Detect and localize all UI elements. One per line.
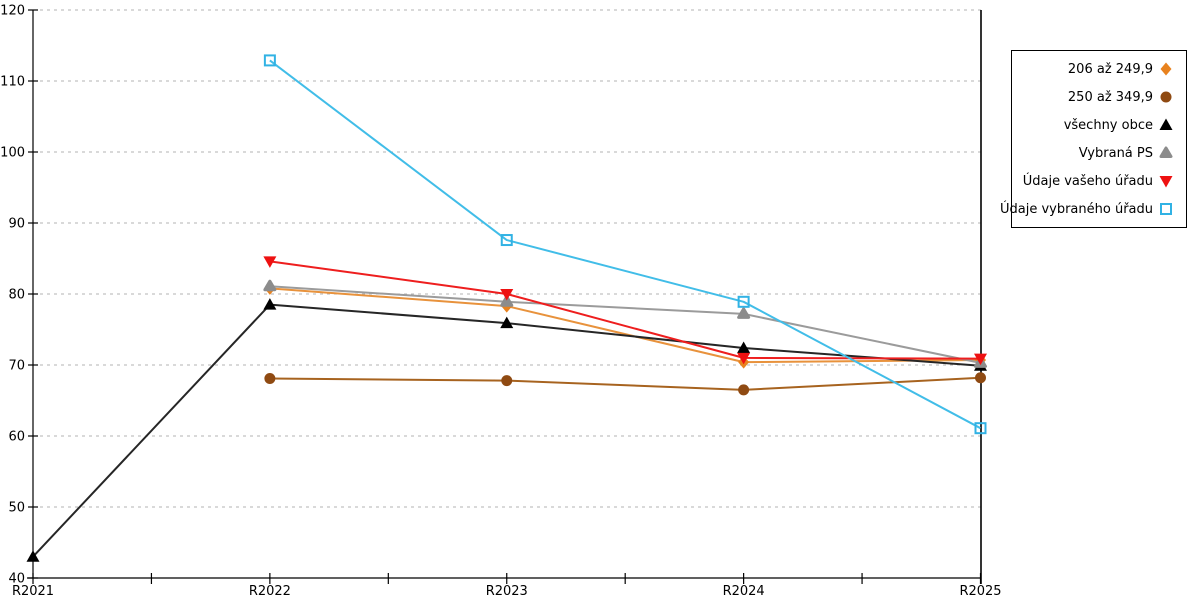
marker-open-square	[1160, 203, 1172, 215]
legend-item: 250 až 349,9	[1012, 83, 1186, 111]
series-line	[269, 285, 981, 364]
y-tick-label: 80	[8, 288, 25, 303]
triangle-up-rounded-legend-icon	[1159, 146, 1173, 158]
x-tick-label: R2021	[12, 584, 54, 599]
legend-label: Údaje vybraného úřadu	[999, 201, 1153, 217]
triangle-down-legend-icon	[1159, 176, 1173, 188]
y-tick-label: 50	[8, 501, 25, 516]
y-tick-label: 60	[8, 430, 25, 445]
marker-circle	[975, 372, 986, 384]
series-line	[269, 59, 981, 430]
y-tick-label: 90	[8, 217, 25, 232]
x-tick-label: R2024	[723, 584, 765, 599]
y-tick-label: 110	[0, 75, 25, 90]
y-tick-label: 100	[0, 146, 25, 161]
x-tick-label: R2023	[486, 584, 528, 599]
diamond-legend-icon	[1160, 62, 1172, 76]
marker-circle	[1160, 91, 1172, 103]
marker-rounded-triangle	[500, 295, 514, 307]
x-tick-label: R2025	[959, 584, 1001, 599]
marker-triangle-down	[263, 256, 277, 268]
marker-rounded-triangle	[1159, 146, 1173, 158]
marker-diamond	[1160, 62, 1172, 76]
x-tick-label: R2022	[249, 584, 291, 599]
marker-triangle-up	[500, 316, 514, 329]
legend-item: Údaje vybraného úřadu	[1000, 195, 1186, 223]
y-tick-label: 40	[8, 572, 25, 587]
marker-triangle-down	[974, 353, 987, 366]
series-line	[32, 303, 981, 558]
series-line	[269, 287, 981, 364]
marker-open-square	[974, 422, 987, 435]
marker-open-square	[263, 54, 276, 67]
legend-label: 250 až 349,9	[1067, 89, 1153, 105]
marker-triangle-up	[26, 550, 40, 562]
legend-item: 206 až 249,9	[1012, 55, 1186, 83]
circle-legend-icon	[1160, 91, 1172, 103]
legend-label: Vybraná PS	[1078, 145, 1153, 161]
marker-circle	[264, 372, 276, 384]
y-tick-label: 70	[8, 359, 25, 374]
square-open-legend-icon	[1160, 203, 1172, 215]
legend-item: Vybraná PS	[1012, 139, 1186, 167]
marker-triangle-down	[737, 352, 751, 365]
series-line	[269, 376, 981, 391]
marker-triangle-up	[1159, 118, 1173, 130]
series-line	[269, 260, 981, 360]
legend-item: všechny obce	[1012, 111, 1186, 139]
marker-circle	[501, 375, 513, 387]
triangle-up-legend-icon	[1159, 118, 1173, 130]
marker-triangle-up	[263, 298, 277, 310]
y-tick-label: 120	[0, 4, 25, 19]
legend-item: Údaje vašeho úřadu	[1012, 167, 1186, 195]
legend-label: všechny obce	[1063, 117, 1153, 133]
marker-open-square	[500, 234, 513, 247]
legend-label: 206 až 249,9	[1067, 61, 1153, 77]
marker-triangle-up	[737, 341, 751, 353]
marker-open-square	[737, 295, 750, 308]
marker-triangle-down	[1159, 176, 1173, 188]
marker-triangle-down	[500, 289, 514, 301]
marker-rounded-triangle	[263, 279, 277, 292]
marker-circle	[738, 384, 750, 396]
legend-label: Údaje vašeho úřadu	[1022, 173, 1153, 189]
marker-rounded-triangle	[737, 307, 751, 319]
legend: 206 až 249,9 250 až 349,9 všechny obce Vybr…	[1000, 50, 1187, 228]
